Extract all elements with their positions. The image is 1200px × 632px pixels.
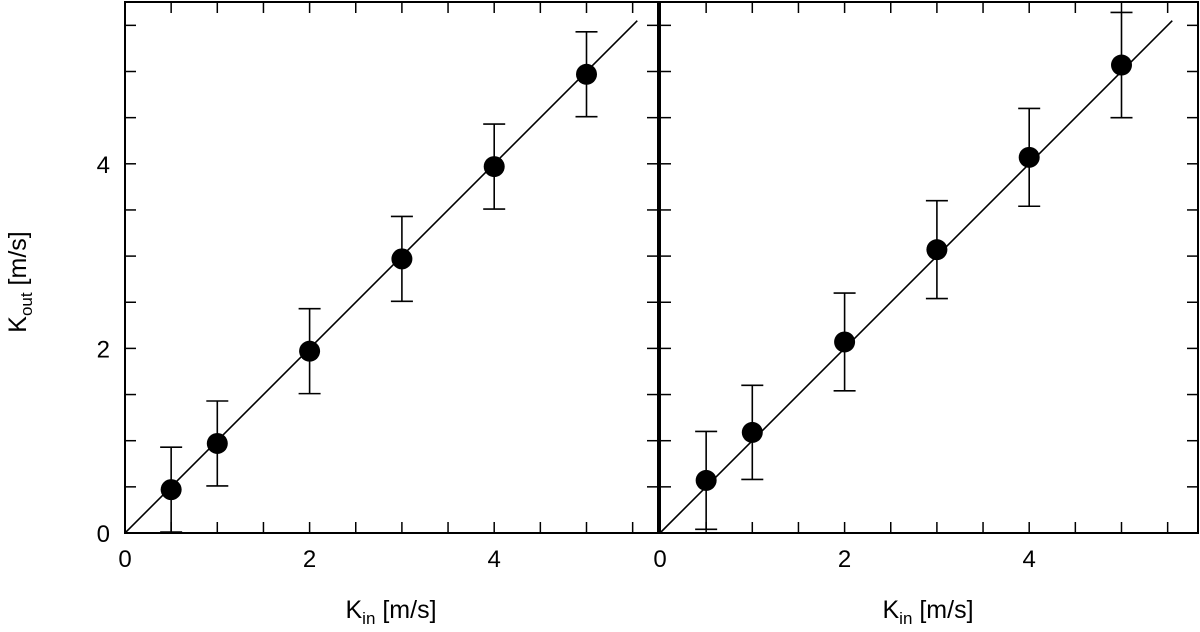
data-point (206, 432, 228, 454)
identity-line (659, 20, 1173, 534)
x-axis-label-unit: [m/s] (912, 596, 973, 624)
data-point (1111, 54, 1132, 76)
data-point (483, 156, 505, 178)
y-axis-label-sub: out (17, 292, 36, 316)
x-axis-label-left: Kin [m/s] (345, 596, 436, 628)
data-point (160, 479, 182, 501)
y-axis-label-unit: [m/s] (4, 231, 32, 292)
x-axis-label-main: K (345, 596, 362, 624)
data-point (391, 248, 413, 270)
y-axis-label-main: K (4, 316, 32, 333)
x-tick-label: 2 (838, 546, 851, 573)
y-tick-label: 0 (97, 521, 110, 548)
data-point (926, 239, 948, 261)
left-panel: 0 2 4 0 2 4 (97, 1, 659, 573)
x-tick-label: 2 (303, 546, 316, 573)
x-axis-label-unit: [m/s] (375, 596, 436, 624)
x-axis-label-sub: in (362, 609, 375, 628)
x-tick-label: 0 (118, 546, 131, 573)
data-point (834, 331, 856, 353)
data-point (695, 469, 717, 491)
x-axis-label-sub: in (899, 609, 912, 628)
y-tick-label: 2 (97, 336, 110, 363)
plot-frame (659, 1, 1199, 534)
data-point (576, 63, 597, 85)
identity-line (124, 20, 638, 534)
x-tick-label: 0 (653, 546, 666, 573)
data-point (741, 421, 763, 443)
data-point (1018, 146, 1040, 168)
plot-frame (124, 1, 659, 534)
x-axis-label-main: K (882, 596, 899, 624)
right-panel: 0 2 4 (653, 1, 1199, 573)
data-point (299, 340, 321, 362)
y-tick-label: 4 (97, 152, 110, 179)
x-tick-label: 4 (1023, 546, 1036, 573)
y-axis-label: Kout [m/s] (4, 231, 36, 332)
x-axis-label-right: Kin [m/s] (882, 596, 973, 628)
x-tick-label: 4 (488, 546, 501, 573)
